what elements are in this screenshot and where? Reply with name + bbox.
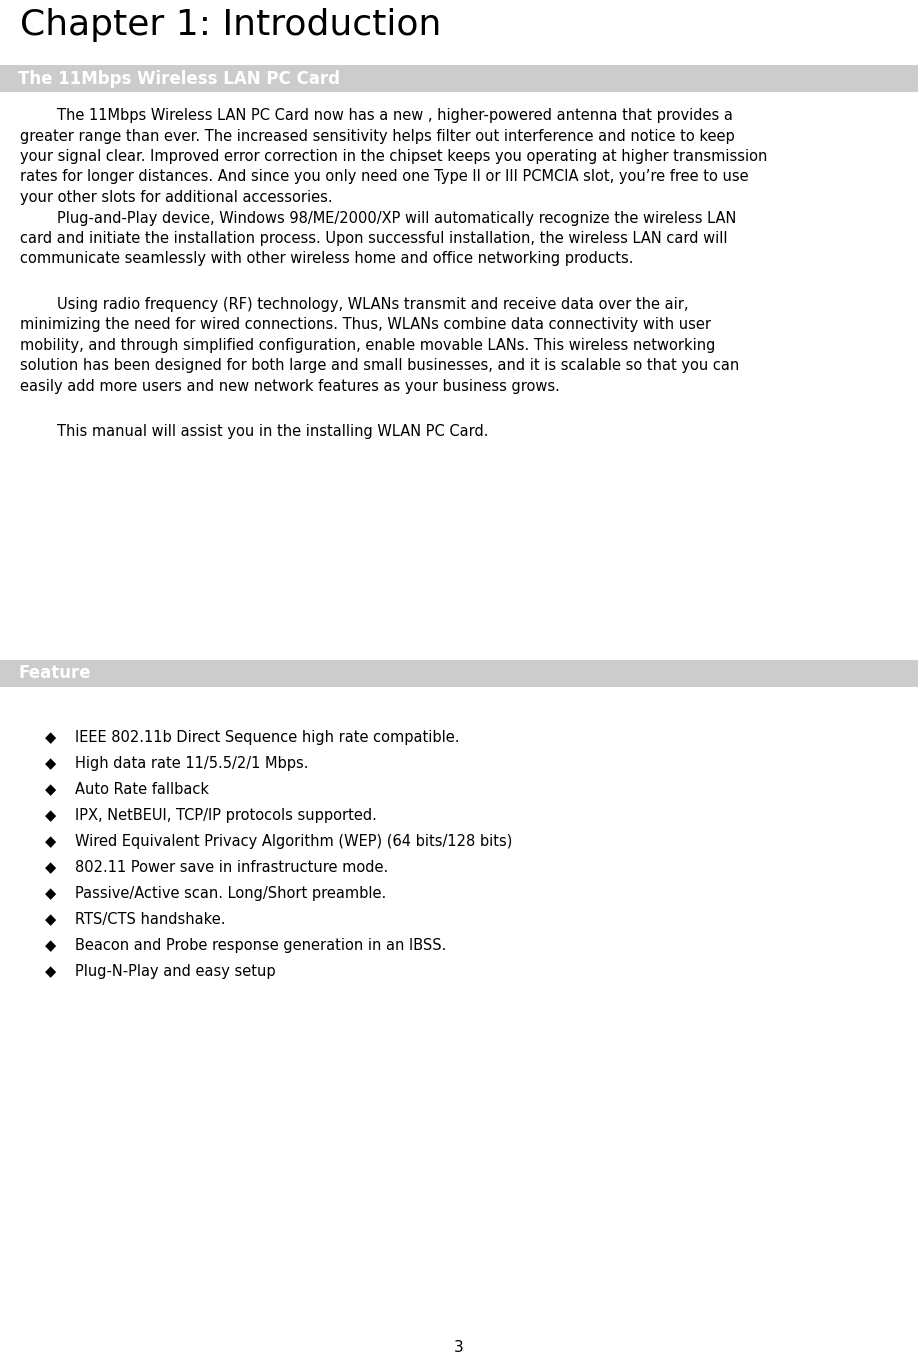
Text: solution has been designed for both large and small businesses, and it is scalab: solution has been designed for both larg…	[20, 358, 739, 373]
Text: Feature: Feature	[18, 664, 91, 682]
Text: The 11Mbps Wireless LAN PC Card: The 11Mbps Wireless LAN PC Card	[18, 70, 340, 87]
Text: ◆: ◆	[45, 834, 56, 849]
Text: This manual will assist you in the installing WLAN PC Card.: This manual will assist you in the insta…	[20, 424, 488, 439]
Text: ◆: ◆	[45, 860, 56, 875]
Text: Chapter 1: Introduction: Chapter 1: Introduction	[20, 8, 442, 42]
Text: Plug-and-Play device, Windows 98/ME/2000/XP will automatically recognize the wir: Plug-and-Play device, Windows 98/ME/2000…	[20, 211, 736, 226]
Text: ◆: ◆	[45, 964, 56, 979]
Text: greater range than ever. The increased sensitivity helps filter out interference: greater range than ever. The increased s…	[20, 128, 734, 144]
Text: Using radio frequency (RF) technology, WLANs transmit and receive data over the : Using radio frequency (RF) technology, W…	[20, 297, 688, 312]
Bar	[0, 660, 918, 688]
Text: Plug-N-Play and easy setup: Plug-N-Play and easy setup	[75, 964, 275, 979]
Text: Wired Equivalent Privacy Algorithm (WEP) (64 bits/128 bits): Wired Equivalent Privacy Algorithm (WEP)…	[75, 834, 512, 849]
Text: Passive/Active scan. Long/Short preamble.: Passive/Active scan. Long/Short preamble…	[75, 886, 386, 901]
Text: rates for longer distances. And since you only need one Type II or III PCMCIA sl: rates for longer distances. And since yo…	[20, 170, 748, 185]
Text: ◆: ◆	[45, 808, 56, 823]
Text: IPX, NetBEUI, TCP/IP protocols supported.: IPX, NetBEUI, TCP/IP protocols supported…	[75, 808, 377, 823]
Text: easily add more users and new network features as your business grows.: easily add more users and new network fe…	[20, 379, 560, 394]
Bar	[0, 66, 918, 92]
Text: card and initiate the installation process. Upon successful installation, the wi: card and initiate the installation proce…	[20, 231, 727, 246]
Text: ◆: ◆	[45, 730, 56, 745]
Text: ◆: ◆	[45, 886, 56, 901]
Text: ◆: ◆	[45, 938, 56, 953]
Text: 3: 3	[454, 1340, 464, 1355]
Text: ◆: ◆	[45, 912, 56, 927]
Text: 802.11 Power save in infrastructure mode.: 802.11 Power save in infrastructure mode…	[75, 860, 388, 875]
Text: communicate seamlessly with other wireless home and office networking products.: communicate seamlessly with other wirele…	[20, 252, 633, 267]
Text: RTS/CTS handshake.: RTS/CTS handshake.	[75, 912, 226, 927]
Text: your other slots for additional accessories.: your other slots for additional accessor…	[20, 190, 332, 205]
Text: Beacon and Probe response generation in an IBSS.: Beacon and Probe response generation in …	[75, 938, 446, 953]
Text: ◆: ◆	[45, 756, 56, 771]
Text: The 11Mbps Wireless LAN PC Card now has a new , higher-powered antenna that prov: The 11Mbps Wireless LAN PC Card now has …	[20, 108, 733, 123]
Text: ◆: ◆	[45, 782, 56, 797]
Text: IEEE 802.11b Direct Sequence high rate compatible.: IEEE 802.11b Direct Sequence high rate c…	[75, 730, 460, 745]
Text: Auto Rate fallback: Auto Rate fallback	[75, 782, 209, 797]
Text: your signal clear. Improved error correction in the chipset keeps you operating : your signal clear. Improved error correc…	[20, 149, 767, 164]
Text: High data rate 11/5.5/2/1 Mbps.: High data rate 11/5.5/2/1 Mbps.	[75, 756, 308, 771]
Text: mobility, and through simplified configuration, enable movable LANs. This wirele: mobility, and through simplified configu…	[20, 338, 715, 353]
Text: minimizing the need for wired connections. Thus, WLANs combine data connectivity: minimizing the need for wired connection…	[20, 317, 711, 332]
